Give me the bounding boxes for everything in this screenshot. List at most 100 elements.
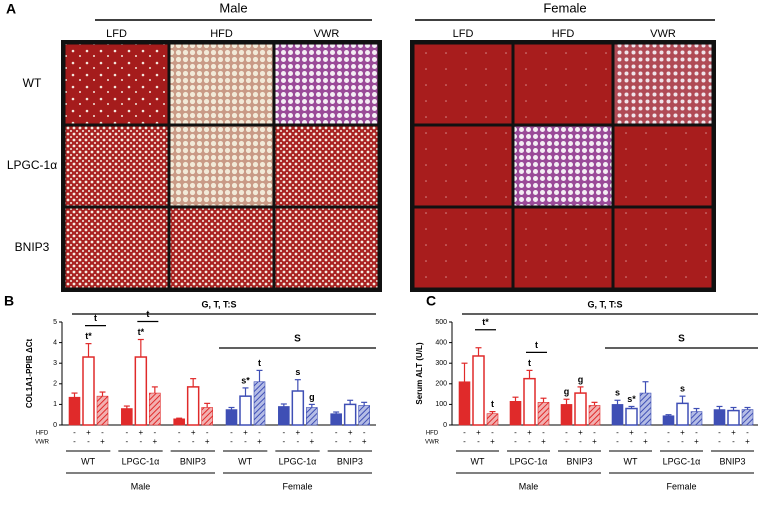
y-tick-label: 400 — [435, 339, 447, 346]
y-axis-label: COL1A1-PPIB ΔCt — [25, 339, 34, 409]
bar — [611, 404, 624, 426]
bar — [509, 401, 522, 426]
row-label: LPGC-1α — [7, 158, 57, 172]
hfd-sign: - — [363, 428, 366, 437]
bracket-label: t — [94, 313, 97, 323]
bar — [523, 377, 536, 426]
significance-label: s — [680, 384, 685, 394]
significance-label: s* — [241, 375, 250, 385]
hfd-sign: - — [258, 428, 261, 437]
vwr-sign: - — [681, 437, 684, 446]
hfd-sign: - — [206, 428, 209, 437]
bar — [676, 402, 689, 426]
hfd-sign: + — [138, 428, 143, 437]
vwr-sign: - — [514, 437, 517, 446]
bar — [537, 402, 550, 426]
row-label: BNIP3 — [15, 240, 50, 254]
hfd-sign: - — [718, 428, 721, 437]
hfd-sign: + — [348, 428, 353, 437]
bar — [662, 415, 675, 426]
bar — [201, 407, 213, 426]
bar — [713, 409, 726, 426]
significance-label: g — [578, 374, 584, 384]
vwr-sign: - — [335, 437, 338, 446]
hfd-sign: - — [514, 428, 517, 437]
bar — [560, 404, 573, 426]
bar — [149, 392, 161, 426]
column-label: VWR — [314, 28, 340, 40]
vwr-sign: - — [528, 437, 531, 446]
hfd-sign: - — [491, 428, 494, 437]
bar — [625, 407, 638, 426]
vwr-sign: - — [139, 437, 142, 446]
vwr-sign: - — [73, 437, 76, 446]
vwr-sign: + — [541, 437, 546, 446]
vwr-sign: + — [100, 437, 105, 446]
column-label: VWR — [650, 28, 676, 40]
significance-label: s — [295, 367, 300, 377]
histology-image — [514, 126, 612, 206]
effects-label: G, T, T:S — [201, 299, 236, 309]
hfd-sign: - — [153, 428, 156, 437]
vwr-sign: - — [178, 437, 181, 446]
significance-label: g — [564, 387, 570, 397]
y-tick-label: 1 — [53, 401, 57, 408]
sex-header: Female — [543, 0, 586, 15]
significance-label: g — [309, 392, 315, 402]
hfd-sign: + — [191, 428, 196, 437]
sex-label: Male — [131, 481, 151, 491]
vwr-sign: - — [125, 437, 128, 446]
y-tick-label: 2 — [53, 381, 57, 388]
vwr-sign: - — [192, 437, 195, 446]
y-tick-label: 0 — [53, 422, 57, 429]
group-label: LPGC-1α — [663, 456, 701, 466]
bar — [741, 409, 754, 426]
y-tick-label: 200 — [435, 381, 447, 388]
bar — [134, 356, 148, 426]
hfd-sign: + — [476, 428, 481, 437]
bar — [358, 405, 370, 426]
bar — [68, 396, 81, 426]
bar — [82, 356, 95, 426]
histology-image — [414, 208, 512, 288]
column-label: LFD — [453, 28, 474, 40]
hfd-sign: + — [527, 428, 532, 437]
hfd-sign: - — [695, 428, 698, 437]
histology-image — [414, 44, 512, 124]
row-label: HFD — [36, 431, 49, 437]
hfd-sign: - — [565, 428, 568, 437]
histology-image — [614, 126, 712, 206]
hfd-sign: - — [310, 428, 313, 437]
hfd-sign: + — [243, 428, 248, 437]
vwr-sign: - — [282, 437, 285, 446]
column-label: HFD — [210, 28, 233, 40]
panel-label: C — [426, 293, 436, 309]
histology-image — [65, 126, 168, 206]
bar — [291, 390, 305, 426]
y-axis-label: Serum ALT (U/L) — [415, 342, 424, 405]
hfd-sign: - — [616, 428, 619, 437]
histology-image — [170, 126, 273, 206]
group-label: WT — [238, 456, 252, 466]
bar — [486, 413, 499, 426]
bar — [727, 409, 740, 426]
histology-image — [514, 208, 612, 288]
bar — [458, 381, 471, 426]
bar — [588, 405, 601, 426]
bar — [173, 418, 185, 426]
significance-label: t — [491, 399, 494, 409]
vwr-sign: + — [745, 437, 750, 446]
histology-image — [65, 208, 168, 288]
hfd-sign: + — [629, 428, 634, 437]
bracket-label: t* — [482, 317, 489, 327]
vwr-sign: - — [667, 437, 670, 446]
panel-label: A — [6, 1, 16, 17]
histology-image — [170, 44, 273, 124]
histology-image — [614, 208, 712, 288]
histology-image — [275, 44, 378, 124]
vwr-sign: - — [349, 437, 352, 446]
vwr-sign: - — [463, 437, 466, 446]
bar — [278, 406, 290, 426]
significance-label: s* — [627, 394, 636, 404]
